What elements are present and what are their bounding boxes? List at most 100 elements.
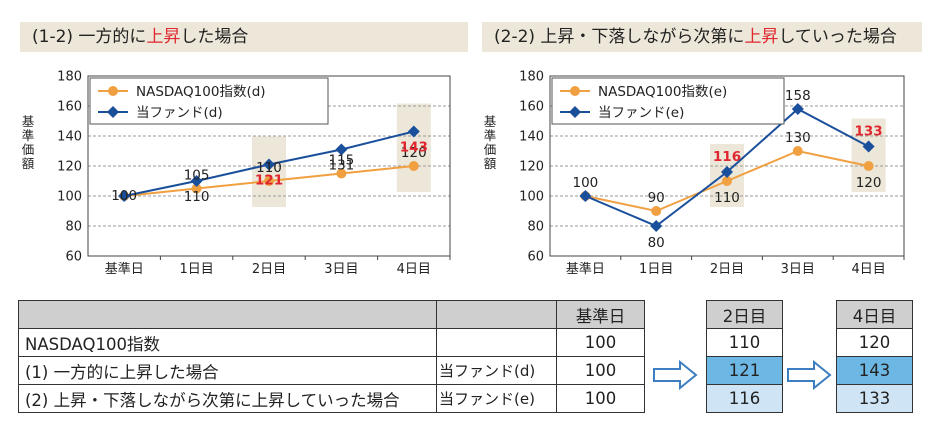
day4-value: 143	[836, 356, 913, 385]
y-tick-label: 80	[527, 220, 544, 235]
data-point	[118, 190, 131, 202]
data-label: 158	[785, 88, 811, 104]
data-point	[407, 125, 420, 138]
data-point	[336, 168, 347, 179]
data-label: 100	[573, 175, 599, 191]
y-axis-label: 額	[484, 156, 497, 171]
data-point	[579, 190, 592, 202]
highlight-band	[851, 118, 886, 192]
data-point	[264, 176, 274, 186]
y-tick-label: 180	[519, 70, 544, 85]
data-point	[263, 158, 275, 171]
data-point	[722, 176, 732, 186]
y-tick-label: 100	[519, 190, 544, 205]
title-text: (2-2) 上昇・下落しながら次第に	[494, 27, 745, 47]
data-label: 121	[255, 173, 283, 189]
x-tick-label: 4日目	[397, 262, 431, 277]
right-arrow-icon	[787, 360, 832, 390]
data-point	[791, 103, 804, 115]
y-axis-label: 準	[484, 128, 497, 143]
row-label: (2) 上昇・下落しながら次第に上昇していった場合	[18, 384, 437, 413]
data-point	[335, 143, 348, 156]
data-label: 110	[184, 189, 210, 205]
row-label: (1) 一方的に上昇した場合	[18, 356, 437, 385]
x-tick-label: 1日目	[639, 262, 673, 277]
day2-table: 2日目 110 121 116	[706, 300, 783, 413]
legend-marker	[107, 106, 119, 118]
row-fund: 当ファンド(d)	[436, 356, 557, 385]
x-tick-label: 2日目	[252, 262, 286, 277]
x-tick-label: 1日目	[179, 262, 213, 277]
day4-table: 4日目 120 143 133	[836, 300, 913, 413]
data-point	[408, 161, 419, 171]
panel-title-right: (2-2) 上昇・下落しながら次第に上昇していった場合	[482, 22, 922, 52]
y-tick-label: 140	[57, 130, 82, 145]
x-tick-label: 3日目	[324, 262, 358, 277]
row-fund	[436, 328, 557, 357]
data-label: 110	[714, 190, 740, 206]
legend-marker	[569, 106, 581, 118]
y-tick-label: 160	[519, 100, 544, 115]
row-day0: 100	[556, 328, 645, 357]
y-tick-label: 120	[519, 160, 544, 175]
row-day0: 100	[556, 356, 645, 385]
data-label: 100	[111, 188, 137, 204]
y-tick-label: 100	[57, 190, 82, 205]
day2-value: 116	[706, 384, 783, 413]
data-label: 120	[401, 145, 427, 161]
y-axis-label: 額	[22, 156, 35, 171]
y-axis-label: 準	[22, 128, 35, 143]
day4-header: 4日目	[836, 300, 913, 329]
data-point	[792, 146, 803, 156]
legend-label: NASDAQ100指数(d)	[136, 84, 266, 100]
x-tick-label: 2日目	[710, 262, 744, 277]
data-point	[862, 140, 875, 153]
table-row: (1) 一方的に上昇した場合 当ファンド(d) 100	[18, 356, 645, 385]
legend-marker	[108, 86, 118, 96]
data-label: 110	[256, 160, 282, 176]
day2-value: 121	[706, 356, 783, 385]
title-text: していった場合	[778, 27, 897, 47]
table-row: (2) 上昇・下落しながら次第に上昇していった場合 当ファンド(e) 100	[18, 384, 645, 413]
panel-title-left: (1-2) 一方的に上昇した場合	[20, 22, 468, 52]
y-axis-label: 価	[484, 142, 497, 157]
data-label: 80	[648, 235, 665, 251]
day2-value: 110	[706, 328, 783, 357]
plot-frame	[549, 75, 905, 257]
data-label: 133	[855, 124, 883, 140]
table-header-row: 基準日	[18, 300, 645, 329]
data-point	[863, 161, 874, 171]
data-label: 130	[785, 130, 811, 146]
legend-label: 当ファンド(d)	[136, 105, 223, 121]
y-axis-label: 基	[484, 114, 497, 129]
table-row: NASDAQ100指数 100	[18, 328, 645, 357]
y-tick-label: 160	[57, 100, 82, 115]
plot-frame	[87, 75, 451, 257]
y-tick-label: 60	[65, 250, 82, 265]
x-tick-label: 3日目	[781, 262, 815, 277]
y-axis-label: 価	[22, 142, 35, 157]
legend-box	[551, 77, 785, 125]
row-day0: 100	[556, 384, 645, 413]
header-day0: 基準日	[556, 300, 645, 329]
y-tick-label: 140	[519, 130, 544, 145]
x-tick-label: 基準日	[566, 261, 605, 277]
day2-header: 2日目	[706, 300, 783, 329]
data-label: 120	[856, 175, 882, 191]
x-tick-label: 4日目	[851, 262, 885, 277]
y-tick-label: 180	[57, 70, 82, 85]
data-label: 116	[713, 149, 741, 165]
data-label: 90	[648, 190, 665, 206]
highlight-band	[396, 103, 431, 192]
data-point	[190, 175, 203, 187]
title-text: (1-2) 一方的に	[32, 27, 147, 47]
data-point	[721, 166, 733, 178]
legend-marker	[570, 86, 580, 96]
data-point	[191, 183, 202, 194]
legend-box	[89, 77, 329, 125]
highlight-band	[252, 136, 286, 207]
day4-value: 120	[836, 328, 913, 357]
data-point	[651, 206, 662, 216]
title-highlight: 上昇	[146, 27, 181, 47]
